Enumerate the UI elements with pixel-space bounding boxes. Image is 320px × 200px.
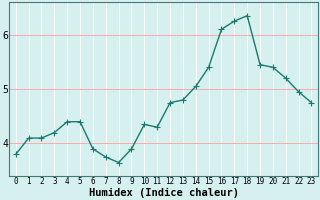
X-axis label: Humidex (Indice chaleur): Humidex (Indice chaleur) bbox=[89, 188, 239, 198]
